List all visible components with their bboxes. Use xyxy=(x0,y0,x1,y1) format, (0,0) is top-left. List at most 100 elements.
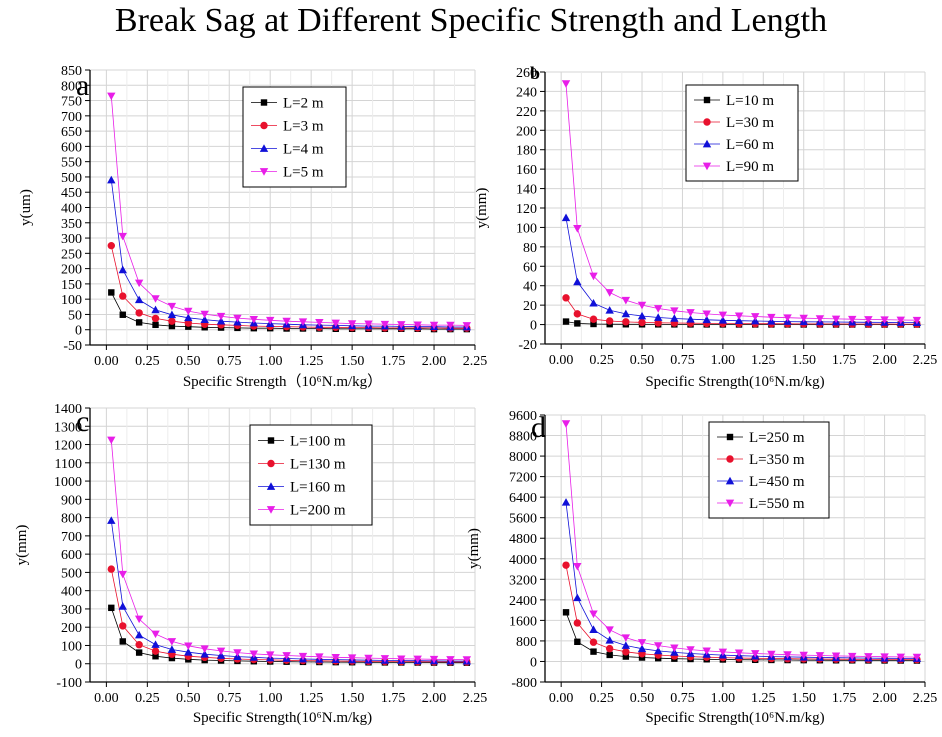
y-tick-label: 850 xyxy=(61,64,82,79)
x-tick-label: 0.00 xyxy=(549,353,574,368)
legend-label: L=350 m xyxy=(749,452,805,468)
y-tick-label: 4800 xyxy=(509,532,537,547)
legend-label: L=60 m xyxy=(726,137,774,153)
x-tick-label: 1.25 xyxy=(751,353,776,368)
data-point xyxy=(167,310,177,319)
y-tick-label: 8800 xyxy=(509,430,537,445)
data-point xyxy=(702,310,711,319)
y-tick-label: -100 xyxy=(56,676,82,691)
x-tick-label: 0.00 xyxy=(549,691,574,706)
y-tick-label: 0 xyxy=(530,655,537,670)
data-point xyxy=(413,321,422,330)
y-tick-label: 450 xyxy=(61,186,82,201)
x-tick-label: 1.00 xyxy=(711,691,736,706)
data-point xyxy=(574,638,581,645)
chart-panel-c: -100 0 100 200 300 400 500 600 700 800 900 1000 1100… xyxy=(14,402,487,726)
legend-label: L=550 m xyxy=(749,496,805,512)
data-point xyxy=(151,305,160,314)
data-point xyxy=(573,619,582,627)
y-tick-label: 500 xyxy=(61,171,82,186)
data-point xyxy=(767,313,776,322)
data-point xyxy=(462,656,472,664)
x-tick-label: 2.00 xyxy=(872,691,897,706)
data-point xyxy=(561,420,571,428)
chart-panel-b: -20 0 20 40 60 80 100 120 140 160 180 200 220 240 260 0… xyxy=(474,63,937,390)
data-point xyxy=(767,650,776,659)
data-point xyxy=(135,309,143,317)
data-point xyxy=(119,622,127,630)
data-point xyxy=(573,225,582,233)
panel-label: c xyxy=(76,405,89,438)
data-point xyxy=(397,655,406,664)
data-point xyxy=(151,647,160,655)
x-tick-label: 2.25 xyxy=(463,691,488,706)
data-point xyxy=(298,318,308,326)
data-point xyxy=(621,641,631,649)
data-point xyxy=(152,653,159,660)
x-axis-label: Specific Strength(10⁶N.m/kg) xyxy=(193,710,372,726)
data-point xyxy=(562,318,570,325)
y-tick-label: 1000 xyxy=(54,475,82,490)
data-point xyxy=(912,316,922,325)
data-point xyxy=(653,646,663,655)
data-point xyxy=(718,648,728,657)
data-point xyxy=(896,653,905,662)
y-axis-label: y(mm) xyxy=(466,528,482,569)
chart-panel-d: -800 0 800 1600 2400 3200 4000 4800 5600 6400 7200… xyxy=(466,409,937,726)
data-point xyxy=(298,652,308,661)
x-tick-label: 0.75 xyxy=(670,353,695,368)
grid-a xyxy=(90,69,476,346)
data-point xyxy=(573,593,582,602)
figure-title: Break Sag at Different Specific Strength… xyxy=(114,2,828,39)
data-point xyxy=(590,320,597,328)
y-tick-label: 220 xyxy=(516,105,537,120)
data-point xyxy=(606,651,613,659)
data-point xyxy=(799,651,808,660)
y-tick-label: 240 xyxy=(516,85,537,100)
data-point xyxy=(462,322,472,330)
y-tick-label: 700 xyxy=(61,110,82,125)
data-point xyxy=(637,644,647,653)
x-tick-label: 0.75 xyxy=(217,354,242,369)
x-tick-label: 2.25 xyxy=(913,353,938,368)
legend-marker xyxy=(266,482,276,490)
x-tick-label: 1.25 xyxy=(299,354,324,369)
legend-marker xyxy=(259,144,269,152)
data-point xyxy=(751,313,760,321)
x-tick-label: 2.00 xyxy=(422,691,447,706)
x-tick-label: 1.00 xyxy=(711,353,736,368)
y-tick-label: 750 xyxy=(61,95,82,110)
x-tick-label: 0.25 xyxy=(589,353,614,368)
y-tick-label: 400 xyxy=(61,585,82,600)
data-point xyxy=(200,650,209,658)
data-point xyxy=(200,315,209,323)
data-point xyxy=(880,316,889,324)
x-tick-label: 1.25 xyxy=(751,691,776,706)
series-d-3 xyxy=(561,498,922,662)
data-point xyxy=(573,277,582,286)
data-point xyxy=(621,634,631,642)
data-point xyxy=(605,289,614,297)
data-point xyxy=(686,315,695,323)
y-tick-label: 7200 xyxy=(509,471,537,486)
data-point xyxy=(589,272,598,281)
data-point xyxy=(622,653,630,660)
y-tick-label: 120 xyxy=(516,202,537,217)
y-tick-label: 600 xyxy=(61,140,82,155)
x-tick-label: 1.50 xyxy=(791,691,816,706)
data-point xyxy=(864,316,873,324)
panel-label: b xyxy=(530,63,540,83)
x-tick-label: 1.75 xyxy=(832,691,857,706)
data-point xyxy=(315,319,324,327)
y-tick-label: 1400 xyxy=(54,402,82,417)
y-tick-label: 800 xyxy=(61,512,82,527)
y-tick-label: 20 xyxy=(523,299,537,314)
x-tick-label: 1.75 xyxy=(832,353,857,368)
data-point xyxy=(561,498,571,506)
y-tick-label: 150 xyxy=(61,278,82,293)
y-tick-label: 140 xyxy=(516,183,537,198)
data-point xyxy=(637,639,647,647)
legend-d: L=250 m L=350 m L=450 m L=550 m xyxy=(708,421,830,519)
data-point xyxy=(562,609,570,616)
y-tick-label: 1200 xyxy=(54,439,82,454)
